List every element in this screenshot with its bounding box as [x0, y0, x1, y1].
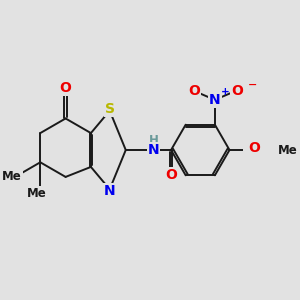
- Text: O: O: [165, 168, 177, 182]
- Text: Me: Me: [27, 187, 47, 200]
- Text: O: O: [60, 81, 71, 95]
- Text: S: S: [105, 102, 115, 116]
- Text: Me: Me: [2, 170, 22, 183]
- Text: O: O: [231, 84, 243, 98]
- Text: O: O: [248, 142, 260, 155]
- Text: N: N: [209, 93, 221, 107]
- Text: N: N: [104, 184, 116, 198]
- Text: Me: Me: [278, 143, 298, 157]
- Text: H: H: [148, 134, 158, 146]
- Text: +: +: [221, 87, 230, 97]
- Text: N: N: [148, 143, 159, 157]
- Text: −: −: [248, 80, 257, 90]
- Text: O: O: [188, 84, 200, 98]
